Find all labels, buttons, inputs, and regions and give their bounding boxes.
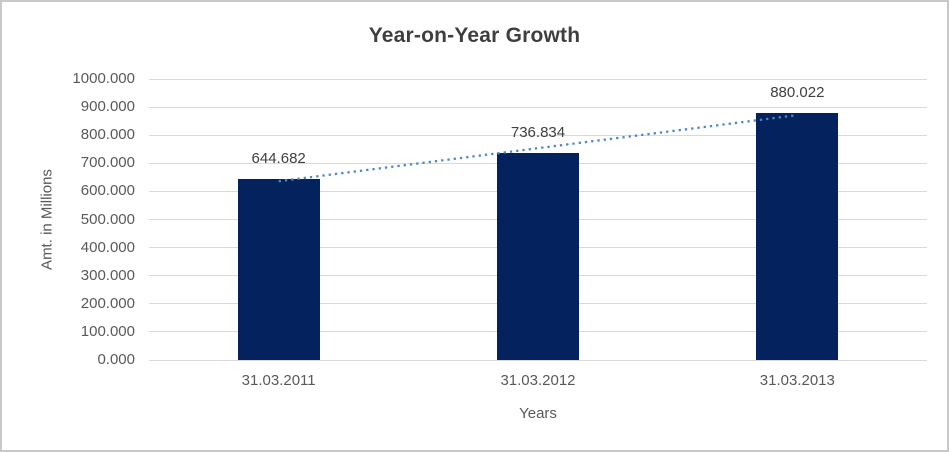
- y-tick-label: 200.000: [80, 294, 135, 312]
- bar-value-label: 736.834: [510, 123, 566, 141]
- y-tick-label: 100.000: [80, 322, 135, 340]
- bar-value-label: 644.682: [251, 149, 306, 167]
- y-tick-label: 700.000: [80, 154, 135, 172]
- bar: [237, 178, 320, 360]
- chart-title: Year-on-Year Growth: [368, 24, 581, 47]
- bar: [497, 152, 579, 360]
- x-tick-label: 31.03.2011: [241, 372, 316, 389]
- gridline: [149, 359, 927, 361]
- y-tick-label: 400.000: [80, 238, 135, 256]
- x-tick-label: 31.03.2012: [500, 372, 576, 389]
- y-tick-label: 600.000: [80, 182, 135, 200]
- gridline: [149, 78, 927, 80]
- gridline: [149, 106, 927, 108]
- y-tick-label: 300.000: [80, 266, 135, 284]
- y-tick-label: 800.000: [80, 126, 135, 144]
- bar: [756, 112, 839, 360]
- y-tick-label: 500.000: [80, 210, 135, 228]
- y-tick-label: 900.000: [80, 98, 135, 116]
- x-tick-label: 31.03.2013: [759, 372, 835, 389]
- y-tick-label: 1000.000: [72, 70, 135, 87]
- x-axis-title: Years: [519, 405, 557, 422]
- y-tick-label: 0.000: [97, 351, 135, 368]
- bar-value-label: 880.022: [770, 83, 825, 101]
